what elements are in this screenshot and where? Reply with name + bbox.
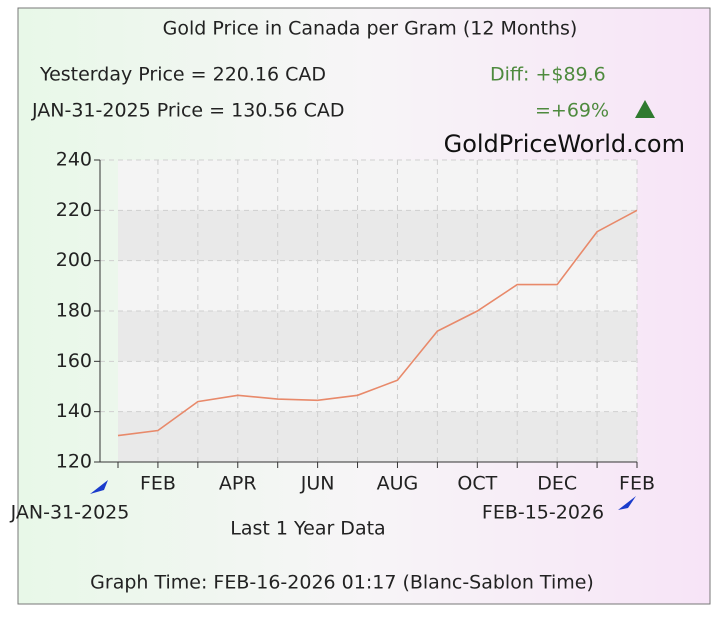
y-tick-label: 180 (56, 300, 92, 322)
x-axis-label: Last 1 Year Data (230, 518, 385, 540)
up-icon (635, 100, 655, 118)
watermark: GoldPriceWorld.com (444, 130, 685, 158)
annotation: JAN-31-2025 Price = 130.56 CAD (31, 100, 345, 122)
x-tick-label: DEC (537, 473, 577, 495)
grid-band (118, 311, 637, 362)
x-tick-label: APR (219, 473, 257, 495)
y-tick-label: 240 (56, 149, 92, 171)
annotation: Yesterday Price = 220.16 CAD (39, 64, 326, 86)
arrow-icon (90, 480, 108, 494)
y-tick-label: 200 (56, 249, 92, 271)
grid-band (118, 411, 637, 462)
range-start: JAN-31-2025 (10, 502, 130, 524)
x-tick-label: OCT (457, 473, 497, 495)
y-tick-label: 120 (56, 451, 92, 473)
price-line (117, 209, 638, 437)
range-end: FEB-15-2026 (482, 502, 604, 524)
annotation: =+69% (535, 100, 609, 122)
x-tick-label: FEB (619, 473, 655, 495)
y-tick-label: 140 (56, 400, 92, 422)
x-tick-label: FEB (140, 473, 176, 495)
grid-band (118, 210, 637, 261)
annotation: Diff: +$89.6 (490, 64, 606, 86)
y-tick-label: 160 (56, 350, 92, 372)
x-tick-label: AUG (377, 473, 419, 495)
chart-title: Gold Price in Canada per Gram (12 Months… (163, 18, 578, 40)
arrow-icon (618, 496, 636, 510)
x-tick-label: JUN (300, 473, 335, 495)
y-tick-label: 220 (56, 199, 92, 221)
footer: Graph Time: FEB-16-2026 01:17 (Blanc-Sab… (90, 572, 594, 594)
